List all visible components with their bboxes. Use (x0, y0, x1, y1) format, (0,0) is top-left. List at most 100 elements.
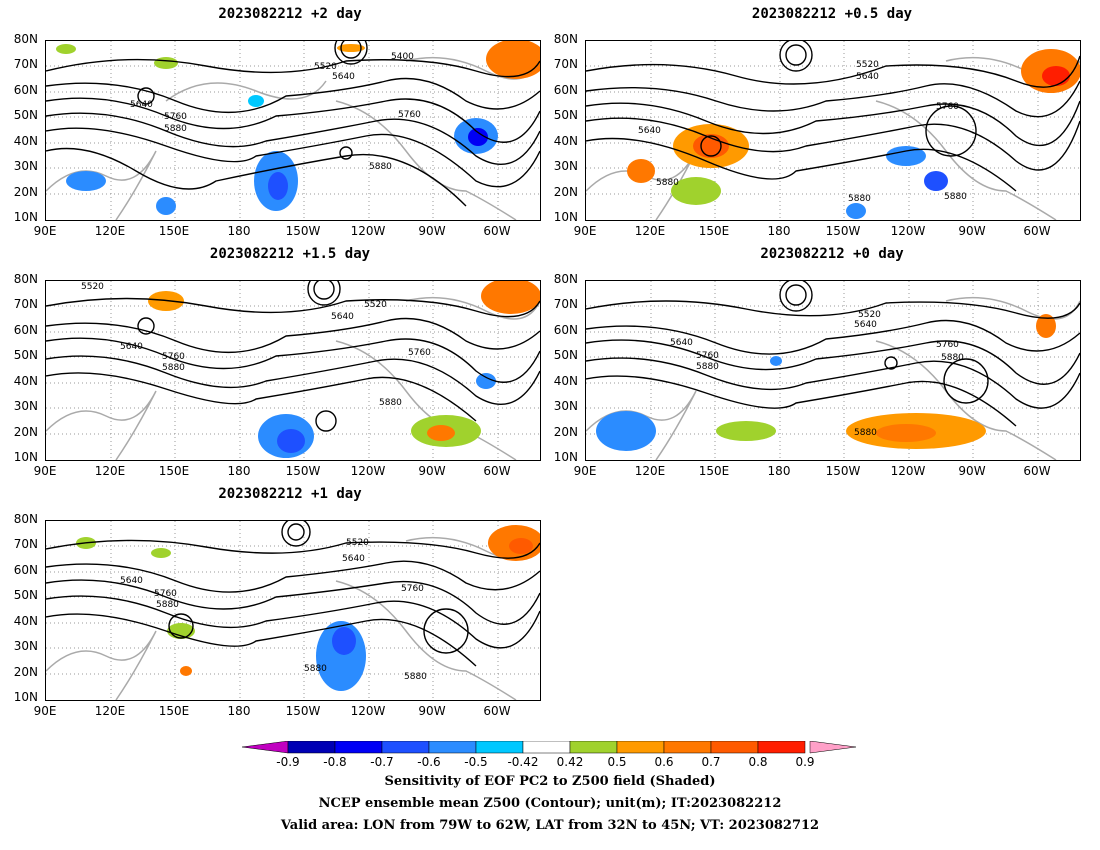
lon-label: 90W (418, 224, 446, 238)
contour-label: 5880 (696, 362, 719, 372)
z500-contours (46, 281, 540, 432)
panel-title: 2023082212 +1 day (218, 486, 362, 502)
contour-label: 5760 (696, 351, 719, 361)
contour-label: 5760 (154, 589, 177, 599)
lon-label: 120E (94, 704, 126, 718)
lon-label: 150W (285, 224, 321, 238)
lat-label: 30N (553, 159, 578, 173)
lat-label: 60N (553, 83, 578, 97)
contour-label: 5880 (369, 162, 392, 172)
lat-label: 70N (553, 57, 578, 71)
lon-label: 150W (285, 464, 321, 478)
contour-label: 5880 (379, 398, 402, 408)
contour-label: 5640 (670, 338, 693, 348)
legend-low-arrow (241, 740, 289, 754)
lat-label: 70N (553, 297, 578, 311)
lon-label: 90E (33, 464, 57, 478)
legend-color-box (287, 740, 336, 754)
contour-label: 5880 (304, 664, 327, 674)
legend-high-arrow (809, 740, 857, 754)
legend-color-box (428, 740, 477, 754)
caption-line-2: NCEP ensemble mean Z500 (Contour); unit(… (318, 796, 782, 811)
contour-labels: 5520 5520 5640 5640 5760 5880 5760 5880 (81, 282, 431, 408)
z500-contours (586, 41, 1080, 192)
color-legend: -0.9 -0.8 -0.7 -0.6 -0.5 -0.42 0.42 0.5 0.6 0.7 0.… (241, 740, 862, 769)
lat-label: 70N (13, 297, 38, 311)
lat-label: 40N (13, 134, 38, 148)
contour-label: 5880 (941, 353, 964, 363)
lon-label: 150E (158, 224, 190, 238)
lon-label: 120W (350, 464, 386, 478)
lat-label: 20N (13, 665, 38, 679)
caption-line-3: Valid area: LON from 79W to 62W, LAT fro… (280, 818, 820, 833)
lon-label: 90W (418, 704, 446, 718)
lon-label: 90W (418, 464, 446, 478)
contour-label: 5880 (162, 363, 185, 373)
contour-label: 5640 (120, 342, 143, 352)
lon-label: 60W (483, 224, 511, 238)
lon-label: 120W (350, 224, 386, 238)
contour-label: 5760 (398, 110, 421, 120)
legend-boxes (287, 740, 806, 754)
lon-label: 180 (767, 464, 791, 478)
lon-label: 180 (227, 464, 251, 478)
lat-label: 10N (13, 210, 38, 224)
lat-label: 50N (553, 108, 578, 122)
map-frame: 5520 5520 5640 5640 5760 5880 5760 5880 (45, 280, 541, 461)
lat-label: 20N (13, 425, 38, 439)
lon-label: 120W (890, 224, 926, 238)
lat-label: 50N (553, 348, 578, 362)
lat-label: 40N (13, 374, 38, 388)
map-canvas: 5400 5520 5640 5640 5760 5760 5880 5880 (46, 41, 540, 220)
legend-tick-label: -0.8 (323, 755, 347, 769)
lon-label: 120E (634, 224, 666, 238)
lat-label: 20N (553, 185, 578, 199)
sensitivity-shading (596, 314, 1056, 451)
lon-label: 120E (94, 224, 126, 238)
lat-label: 30N (13, 639, 38, 653)
legend-color-box (381, 740, 430, 754)
map-canvas: 5520 5640 5640 5760 5880 5760 5880 5880 (586, 281, 1080, 460)
lat-label: 80N (13, 272, 38, 286)
panel-title: 2023082212 +0.5 day (751, 6, 913, 22)
contour-label: 5520 (346, 538, 369, 548)
contour-label: 5760 (162, 352, 185, 362)
lon-label: 150W (825, 224, 861, 238)
map-frame: 5520 5640 5640 5760 5880 5760 5880 5880 (585, 280, 1081, 461)
lat-label: 30N (13, 159, 38, 173)
legend-tick-label: -0.5 (464, 755, 488, 769)
contour-label: 5520 (314, 62, 337, 72)
lat-label: 50N (13, 108, 38, 122)
lat-label: 60N (553, 323, 578, 337)
legend-tick-label: -0.42 (507, 755, 539, 769)
contour-label: 5640 (342, 554, 365, 564)
caption-line-1: Sensitivity of EOF PC2 to Z500 field (Sh… (384, 774, 716, 789)
lon-label: 150E (698, 464, 730, 478)
contour-label: 5760 (936, 340, 959, 350)
z500-contours (586, 281, 1080, 427)
lon-label: 60W (1023, 224, 1051, 238)
contour-label: 5760 (164, 112, 187, 122)
lon-label: 180 (227, 704, 251, 718)
lon-label: 60W (483, 464, 511, 478)
lat-label: 80N (13, 512, 38, 526)
contour-label: 5880 (848, 194, 871, 204)
legend-tick-label: 0.42 (556, 755, 584, 769)
lon-label: 90W (958, 224, 986, 238)
lat-label: 70N (13, 537, 38, 551)
contour-label: 5520 (858, 310, 881, 320)
z500-contours (46, 521, 540, 667)
lat-label: 10N (13, 450, 38, 464)
contour-label: 5520 (81, 282, 104, 292)
lat-label: 10N (553, 210, 578, 224)
contour-label: 5520 (364, 300, 387, 310)
lon-label: 150E (158, 464, 190, 478)
panel-title: 2023082212 +0 day (760, 246, 904, 262)
contour-labels: 5520 5640 5760 5640 5880 5880 5880 (638, 60, 967, 204)
lat-label: 30N (13, 399, 38, 413)
lat-label: 60N (13, 563, 38, 577)
sensitivity-shading (56, 41, 540, 215)
legend-tick-label: 0.7 (701, 755, 721, 769)
lon-label: 60W (483, 704, 511, 718)
legend-color-box (663, 740, 712, 754)
